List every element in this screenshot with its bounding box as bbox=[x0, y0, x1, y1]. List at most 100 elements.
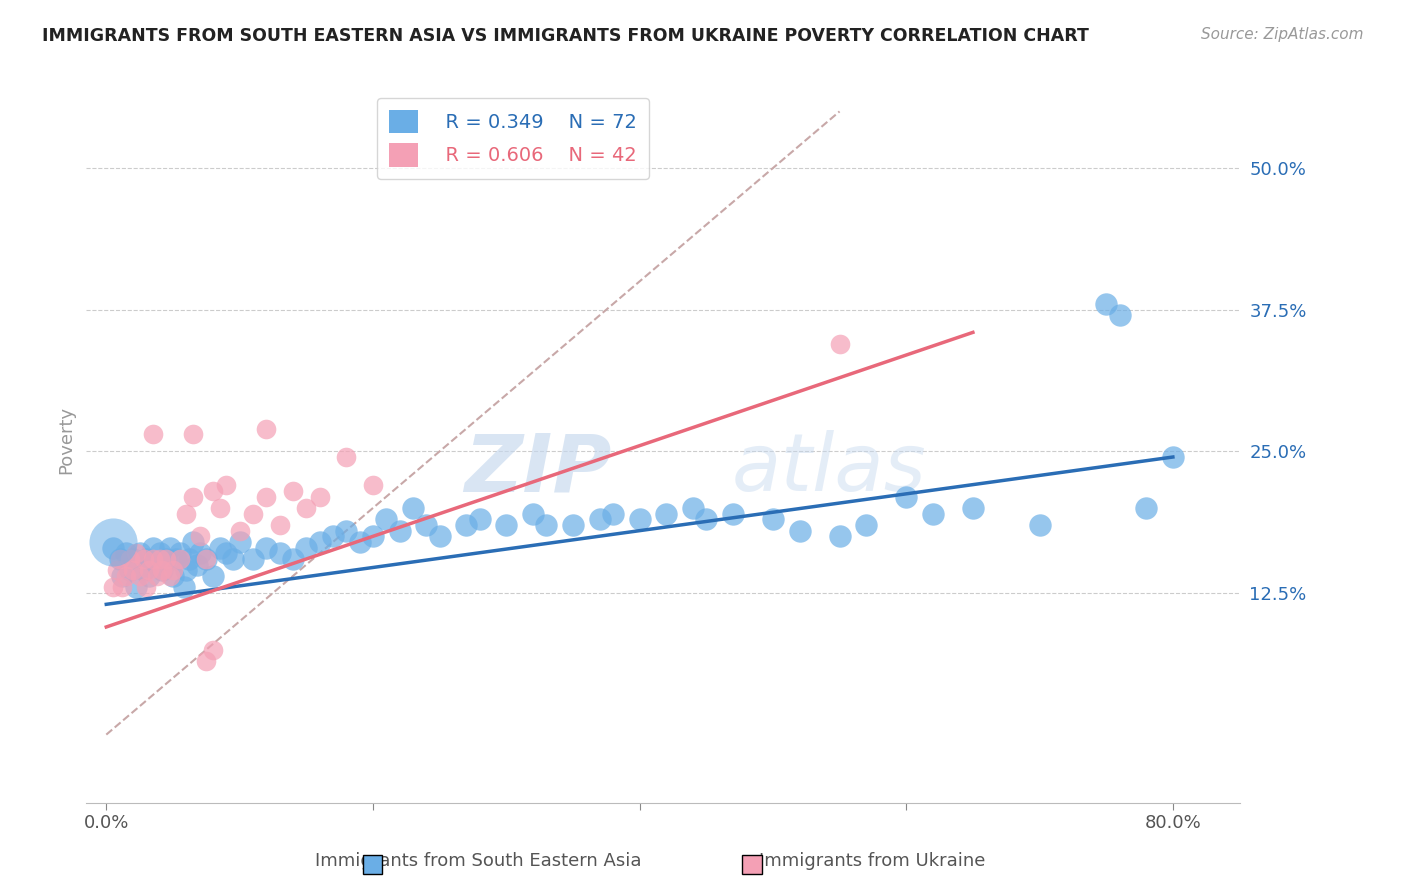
Point bbox=[120, 552, 142, 566]
Point bbox=[295, 541, 318, 555]
Point bbox=[195, 552, 218, 566]
Point bbox=[149, 546, 172, 560]
Point bbox=[165, 552, 187, 566]
Point bbox=[188, 529, 211, 543]
Point bbox=[588, 512, 610, 526]
Point bbox=[142, 552, 165, 566]
Point bbox=[295, 501, 318, 516]
Point bbox=[201, 642, 224, 657]
Point bbox=[335, 524, 357, 538]
Point bbox=[254, 541, 277, 555]
Point bbox=[1108, 309, 1130, 323]
Point bbox=[222, 552, 245, 566]
Point bbox=[602, 507, 624, 521]
Point bbox=[105, 563, 128, 577]
Point bbox=[174, 563, 197, 577]
Point bbox=[208, 541, 231, 555]
Point bbox=[132, 563, 155, 577]
Point bbox=[155, 552, 177, 566]
Point bbox=[322, 529, 344, 543]
Point bbox=[402, 501, 425, 516]
Point bbox=[146, 569, 169, 583]
Point bbox=[375, 512, 398, 526]
Point bbox=[242, 507, 264, 521]
Point bbox=[308, 535, 330, 549]
Legend:   R = 0.349    N = 72,   R = 0.606    N = 42: R = 0.349 N = 72, R = 0.606 N = 42 bbox=[377, 98, 650, 178]
Point bbox=[269, 546, 291, 560]
Point bbox=[124, 546, 146, 560]
Point bbox=[495, 518, 517, 533]
Point bbox=[169, 552, 191, 566]
Point bbox=[115, 546, 138, 560]
Text: Source: ZipAtlas.com: Source: ZipAtlas.com bbox=[1201, 27, 1364, 42]
Point bbox=[308, 490, 330, 504]
Point bbox=[456, 518, 478, 533]
Point bbox=[135, 552, 157, 566]
Point bbox=[162, 563, 184, 577]
Point bbox=[195, 654, 218, 668]
Point bbox=[536, 518, 558, 533]
Point bbox=[188, 546, 211, 560]
Point bbox=[349, 535, 371, 549]
Point bbox=[855, 518, 877, 533]
Point bbox=[159, 541, 181, 555]
Point bbox=[186, 558, 208, 572]
Y-axis label: Poverty: Poverty bbox=[58, 406, 75, 474]
Point bbox=[201, 483, 224, 498]
Point bbox=[828, 529, 851, 543]
Point bbox=[155, 552, 177, 566]
Text: Immigrants from Ukraine: Immigrants from Ukraine bbox=[758, 852, 986, 870]
Point bbox=[269, 518, 291, 533]
Point bbox=[135, 580, 157, 594]
Point bbox=[415, 518, 437, 533]
Point bbox=[122, 552, 145, 566]
Point bbox=[695, 512, 717, 526]
Text: ZIP: ZIP bbox=[464, 430, 612, 508]
Point bbox=[388, 524, 411, 538]
Point bbox=[721, 507, 744, 521]
Point bbox=[254, 422, 277, 436]
Point bbox=[142, 541, 165, 555]
Point bbox=[361, 478, 384, 492]
Point bbox=[962, 501, 984, 516]
Point bbox=[628, 512, 651, 526]
Point bbox=[1135, 501, 1157, 516]
Point bbox=[762, 512, 785, 526]
Point bbox=[174, 507, 197, 521]
Point bbox=[828, 336, 851, 351]
Text: IMMIGRANTS FROM SOUTH EASTERN ASIA VS IMMIGRANTS FROM UKRAINE POVERTY CORRELATIO: IMMIGRANTS FROM SOUTH EASTERN ASIA VS IM… bbox=[42, 27, 1090, 45]
Point bbox=[181, 490, 204, 504]
Point bbox=[215, 546, 238, 560]
Point bbox=[146, 558, 169, 572]
Point bbox=[208, 501, 231, 516]
Point bbox=[682, 501, 704, 516]
Point bbox=[522, 507, 544, 521]
Point bbox=[101, 541, 124, 555]
Point bbox=[111, 580, 134, 594]
Point bbox=[1028, 518, 1050, 533]
Point bbox=[150, 563, 173, 577]
Point bbox=[922, 507, 945, 521]
Point bbox=[138, 563, 160, 577]
Point bbox=[1095, 297, 1118, 311]
Point bbox=[101, 535, 124, 549]
Point bbox=[561, 518, 583, 533]
Point bbox=[138, 569, 160, 583]
Point bbox=[124, 580, 146, 594]
Point bbox=[177, 552, 200, 566]
Point bbox=[281, 552, 304, 566]
Point bbox=[195, 552, 218, 566]
Point bbox=[169, 546, 191, 560]
Point bbox=[429, 529, 451, 543]
Point bbox=[101, 580, 124, 594]
Point bbox=[120, 563, 142, 577]
Point bbox=[242, 552, 264, 566]
Point bbox=[228, 524, 250, 538]
Point bbox=[181, 535, 204, 549]
Point bbox=[201, 569, 224, 583]
Point bbox=[150, 563, 173, 577]
Point bbox=[149, 552, 172, 566]
Point bbox=[122, 563, 145, 577]
Point bbox=[173, 580, 195, 594]
Point bbox=[228, 535, 250, 549]
